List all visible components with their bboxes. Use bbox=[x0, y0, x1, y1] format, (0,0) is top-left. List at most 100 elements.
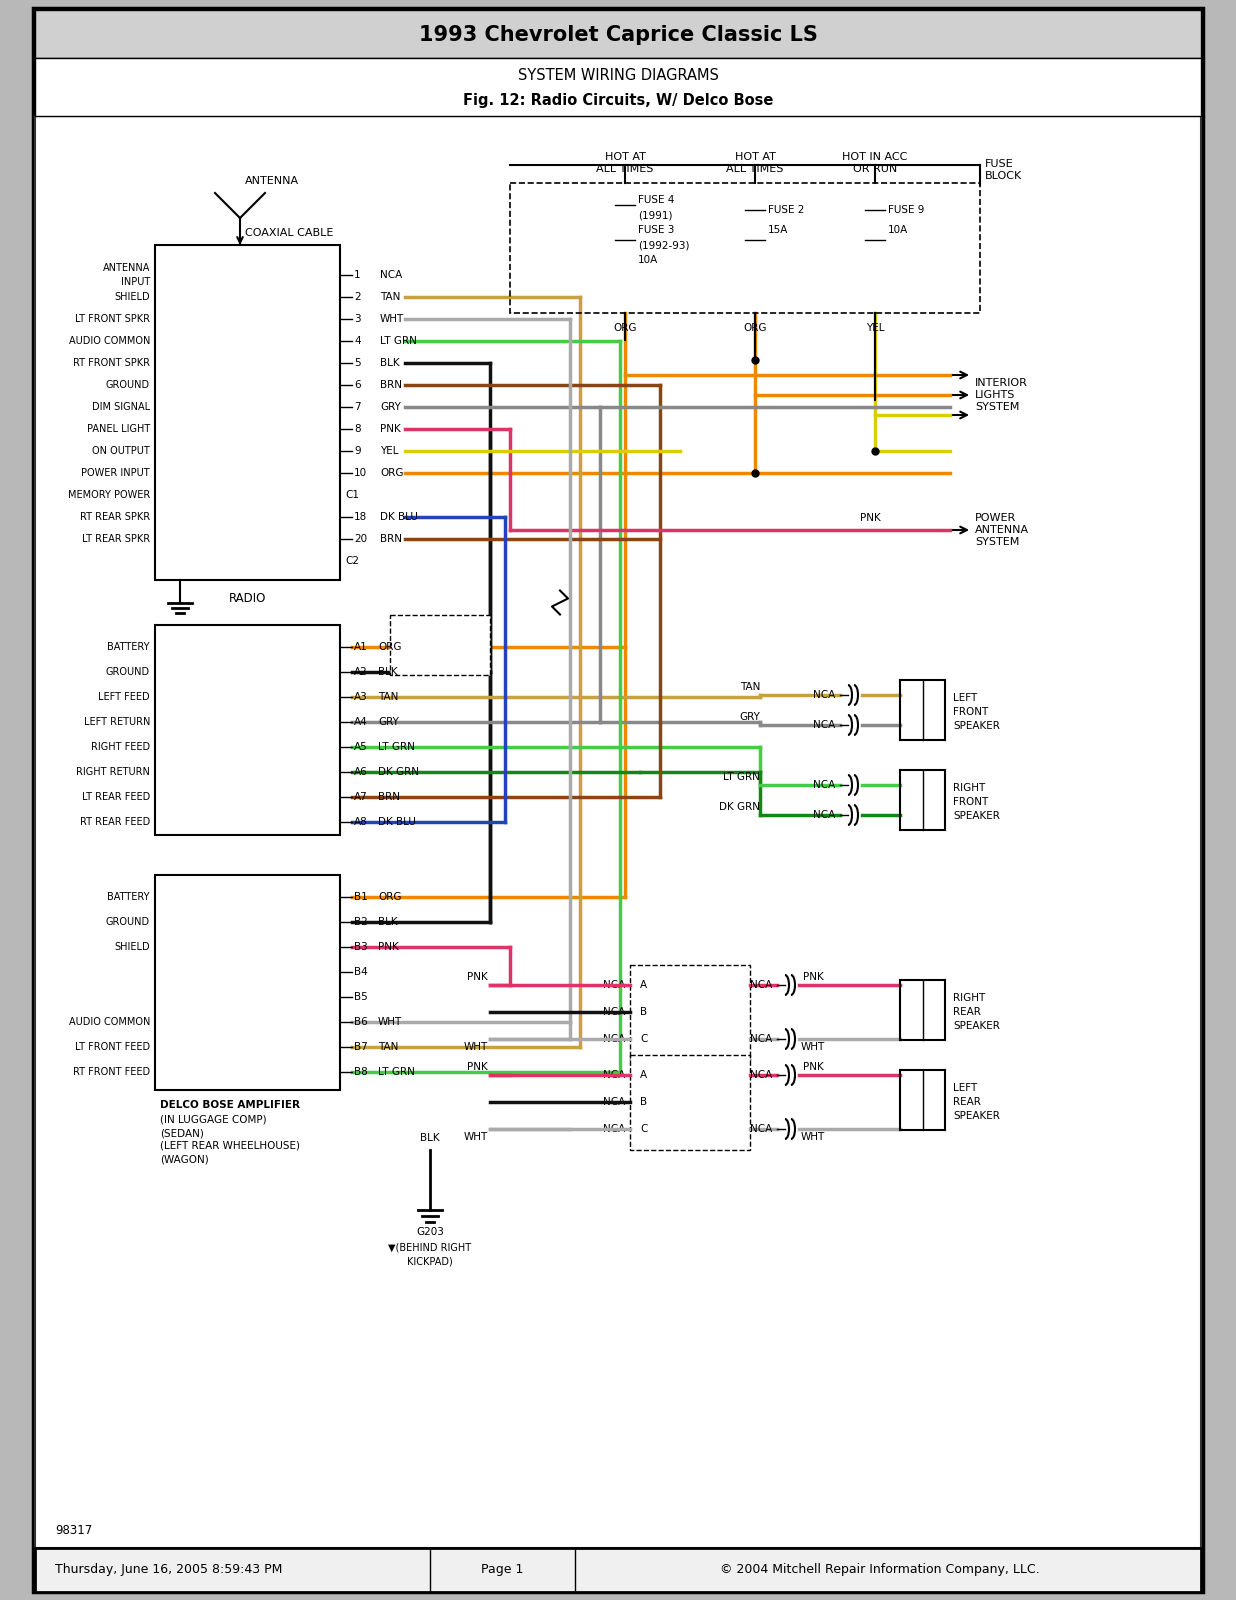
Text: SPEAKER: SPEAKER bbox=[953, 1021, 1000, 1030]
Text: B3: B3 bbox=[353, 942, 368, 952]
Text: COAXIAL CABLE: COAXIAL CABLE bbox=[245, 227, 334, 238]
Text: HOT AT
ALL TIMES: HOT AT ALL TIMES bbox=[596, 152, 654, 174]
Text: NCA: NCA bbox=[750, 1070, 772, 1080]
Text: MEMORY POWER: MEMORY POWER bbox=[68, 490, 150, 499]
Text: RT FRONT FEED: RT FRONT FEED bbox=[73, 1067, 150, 1077]
Text: BATTERY: BATTERY bbox=[108, 642, 150, 653]
Text: FUSE 9: FUSE 9 bbox=[887, 205, 925, 214]
Text: WHT: WHT bbox=[379, 314, 404, 323]
Text: POWER
ANTENNA
SYSTEM: POWER ANTENNA SYSTEM bbox=[975, 514, 1030, 547]
Text: FUSE 4: FUSE 4 bbox=[638, 195, 675, 205]
Text: 7: 7 bbox=[353, 402, 361, 411]
Bar bbox=[35, 1549, 1201, 1592]
Text: (1992-93): (1992-93) bbox=[638, 240, 690, 250]
Text: LT REAR FEED: LT REAR FEED bbox=[82, 792, 150, 802]
Text: © 2004 Mitchell Repair Information Company, LLC.: © 2004 Mitchell Repair Information Compa… bbox=[721, 1563, 1039, 1576]
Text: DK BLU: DK BLU bbox=[378, 818, 415, 827]
Bar bbox=[154, 626, 340, 835]
Text: RIGHT RETURN: RIGHT RETURN bbox=[77, 766, 150, 778]
Bar bbox=[35, 117, 1201, 1549]
Text: A4: A4 bbox=[353, 717, 368, 726]
Text: ORG: ORG bbox=[379, 467, 403, 478]
Text: 18: 18 bbox=[353, 512, 367, 522]
Text: NCA: NCA bbox=[813, 810, 836, 819]
Text: ANTENNA: ANTENNA bbox=[245, 176, 299, 186]
Text: B6: B6 bbox=[353, 1018, 368, 1027]
Text: B: B bbox=[640, 1098, 648, 1107]
Text: 2: 2 bbox=[353, 291, 361, 302]
Text: (IN LUGGAGE COMP): (IN LUGGAGE COMP) bbox=[159, 1115, 267, 1125]
Text: C: C bbox=[640, 1034, 648, 1043]
Text: TAN: TAN bbox=[378, 1042, 398, 1053]
Text: WHT: WHT bbox=[378, 1018, 402, 1027]
Text: (1991): (1991) bbox=[638, 210, 672, 219]
Text: WHT: WHT bbox=[464, 1042, 488, 1053]
Text: NCA: NCA bbox=[750, 979, 772, 990]
Text: A2: A2 bbox=[353, 667, 368, 677]
Text: GRY: GRY bbox=[739, 712, 760, 722]
Text: A8: A8 bbox=[353, 818, 368, 827]
Text: FRONT: FRONT bbox=[953, 707, 989, 717]
Text: NCA: NCA bbox=[813, 781, 836, 790]
Text: LT FRONT FEED: LT FRONT FEED bbox=[75, 1042, 150, 1053]
Text: A: A bbox=[640, 979, 648, 990]
Text: B1: B1 bbox=[353, 893, 368, 902]
Text: INTERIOR
LIGHTS
SYSTEM: INTERIOR LIGHTS SYSTEM bbox=[975, 379, 1028, 411]
Bar bbox=[35, 58, 1201, 117]
Text: B5: B5 bbox=[353, 992, 368, 1002]
Text: PNK: PNK bbox=[802, 1062, 823, 1072]
Text: LEFT FEED: LEFT FEED bbox=[99, 691, 150, 702]
Text: AUDIO COMMON: AUDIO COMMON bbox=[69, 1018, 150, 1027]
Text: LT GRN: LT GRN bbox=[379, 336, 417, 346]
Text: PNK: PNK bbox=[802, 971, 823, 982]
Text: A: A bbox=[640, 1070, 648, 1080]
Bar bbox=[154, 245, 340, 579]
Text: NCA: NCA bbox=[603, 979, 625, 990]
Text: 15A: 15A bbox=[768, 226, 789, 235]
Text: TAN: TAN bbox=[378, 691, 398, 702]
Bar bbox=[35, 10, 1201, 58]
Text: TAN: TAN bbox=[739, 682, 760, 691]
Text: NCA: NCA bbox=[603, 1098, 625, 1107]
Text: ▼(BEHIND RIGHT: ▼(BEHIND RIGHT bbox=[388, 1243, 472, 1253]
Text: NCA: NCA bbox=[750, 1123, 772, 1134]
Text: 1: 1 bbox=[353, 270, 361, 280]
Text: INPUT: INPUT bbox=[121, 277, 150, 286]
Text: GRY: GRY bbox=[378, 717, 399, 726]
Text: GROUND: GROUND bbox=[106, 379, 150, 390]
Text: A1: A1 bbox=[353, 642, 368, 653]
Text: WHT: WHT bbox=[801, 1042, 826, 1053]
Text: WHT: WHT bbox=[801, 1133, 826, 1142]
Text: PNK: PNK bbox=[378, 942, 399, 952]
Text: LT GRN: LT GRN bbox=[378, 742, 415, 752]
Text: DK BLU: DK BLU bbox=[379, 512, 418, 522]
Text: LT GRN: LT GRN bbox=[723, 773, 760, 782]
Text: FUSE 3: FUSE 3 bbox=[638, 226, 675, 235]
Text: ORG: ORG bbox=[743, 323, 766, 333]
Text: 5: 5 bbox=[353, 358, 361, 368]
Text: 1993 Chevrolet Caprice Classic LS: 1993 Chevrolet Caprice Classic LS bbox=[419, 26, 817, 45]
Text: PANEL LIGHT: PANEL LIGHT bbox=[87, 424, 150, 434]
Text: 4: 4 bbox=[353, 336, 361, 346]
Text: BLK: BLK bbox=[379, 358, 399, 368]
Text: SYSTEM WIRING DIAGRAMS: SYSTEM WIRING DIAGRAMS bbox=[518, 69, 718, 83]
Text: NCA: NCA bbox=[603, 1123, 625, 1134]
Text: ANTENNA: ANTENNA bbox=[103, 262, 150, 274]
Text: G203: G203 bbox=[417, 1227, 444, 1237]
Text: BRN: BRN bbox=[378, 792, 400, 802]
Text: A3: A3 bbox=[353, 691, 368, 702]
Text: 6: 6 bbox=[353, 379, 361, 390]
Text: 9: 9 bbox=[353, 446, 361, 456]
Text: (LEFT REAR WHEELHOUSE): (LEFT REAR WHEELHOUSE) bbox=[159, 1141, 300, 1150]
Text: SPEAKER: SPEAKER bbox=[953, 811, 1000, 821]
Bar bbox=[391, 614, 489, 675]
Text: NCA: NCA bbox=[379, 270, 402, 280]
Text: RADIO: RADIO bbox=[229, 592, 266, 605]
Text: LT REAR SPKR: LT REAR SPKR bbox=[82, 534, 150, 544]
Text: DK GRN: DK GRN bbox=[378, 766, 419, 778]
Text: NCA: NCA bbox=[813, 720, 836, 730]
Bar bbox=[630, 1054, 750, 1150]
Text: DIM SIGNAL: DIM SIGNAL bbox=[91, 402, 150, 411]
Text: 10: 10 bbox=[353, 467, 367, 478]
Text: C2: C2 bbox=[345, 557, 358, 566]
